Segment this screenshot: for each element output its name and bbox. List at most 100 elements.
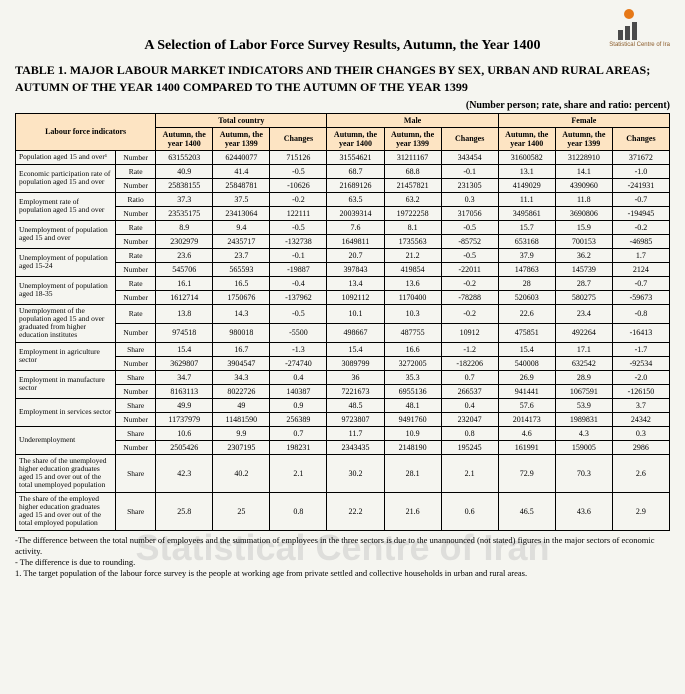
cell: 492264 xyxy=(555,323,612,342)
row-label: Unemployment of population aged 15-24 xyxy=(16,248,116,276)
cell: 198231 xyxy=(270,440,327,454)
cell: 11481590 xyxy=(213,412,270,426)
cell: 63155203 xyxy=(156,150,213,164)
cell: -0.2 xyxy=(441,304,498,323)
cell: 17.1 xyxy=(555,342,612,356)
footnote: -The difference between the total number… xyxy=(15,535,670,557)
cell: 11.7 xyxy=(327,426,384,440)
cell: 22.2 xyxy=(327,492,384,530)
cell: 11737979 xyxy=(156,412,213,426)
cell: 16.6 xyxy=(384,342,441,356)
cell: 24342 xyxy=(612,412,669,426)
row-label: Population aged 15 and over¹ xyxy=(16,150,116,164)
cell: -1.0 xyxy=(612,164,669,178)
cell: 487755 xyxy=(384,323,441,342)
cell: 26.9 xyxy=(498,370,555,384)
cell: 266537 xyxy=(441,384,498,398)
cell: 13.8 xyxy=(156,304,213,323)
cell: 3904547 xyxy=(213,356,270,370)
row-type: Share xyxy=(116,454,156,492)
cell: 23.7 xyxy=(213,248,270,262)
head-col: Autumn, the year 1400 xyxy=(498,127,555,150)
cell: 22.6 xyxy=(498,304,555,323)
cell: 57.6 xyxy=(498,398,555,412)
cell: 21.6 xyxy=(384,492,441,530)
cell: -0.7 xyxy=(612,192,669,206)
cell: 37.9 xyxy=(498,248,555,262)
cell: 2307195 xyxy=(213,440,270,454)
cell: 28.9 xyxy=(555,370,612,384)
cell: 68.8 xyxy=(384,164,441,178)
table-row: The share of the unemployed higher educa… xyxy=(16,454,670,492)
cell: 36.2 xyxy=(555,248,612,262)
cell: 1735563 xyxy=(384,234,441,248)
cell: 9723807 xyxy=(327,412,384,426)
cell: 540008 xyxy=(498,356,555,370)
cell: 565593 xyxy=(213,262,270,276)
cell: 9.9 xyxy=(213,426,270,440)
cell: 2.1 xyxy=(270,454,327,492)
table-row: UnderemploymentShare10.69.90.711.710.90.… xyxy=(16,426,670,440)
cell: -0.1 xyxy=(270,248,327,262)
row-type: Rate xyxy=(116,248,156,262)
head-col: Autumn, the year 1400 xyxy=(327,127,384,150)
cell: 397843 xyxy=(327,262,384,276)
cell: -0.2 xyxy=(270,192,327,206)
cell: 195245 xyxy=(441,440,498,454)
cell: 13.4 xyxy=(327,276,384,290)
cell: 23535175 xyxy=(156,206,213,220)
cell: -126150 xyxy=(612,384,669,398)
row-label: Employment in agriculture sector xyxy=(16,342,116,370)
cell: 41.4 xyxy=(213,164,270,178)
cell: 10.1 xyxy=(327,304,384,323)
cell: 23.6 xyxy=(156,248,213,262)
cell: 34.3 xyxy=(213,370,270,384)
cell: -194945 xyxy=(612,206,669,220)
cell: -10626 xyxy=(270,178,327,192)
table-row: Unemployment of the population aged 15 a… xyxy=(16,304,670,323)
cell: -0.5 xyxy=(441,220,498,234)
cell: 19722258 xyxy=(384,206,441,220)
cell: -16413 xyxy=(612,323,669,342)
cell: 8.9 xyxy=(156,220,213,234)
cell: -92534 xyxy=(612,356,669,370)
row-label: Employment rate of population aged 15 an… xyxy=(16,192,116,220)
cell: 4390960 xyxy=(555,178,612,192)
cell: 25848781 xyxy=(213,178,270,192)
cell: 231305 xyxy=(441,178,498,192)
row-label: The share of the unemployed higher educa… xyxy=(16,454,116,492)
cell: 16.1 xyxy=(156,276,213,290)
cell: 161991 xyxy=(498,440,555,454)
cell: 145739 xyxy=(555,262,612,276)
cell: 3690806 xyxy=(555,206,612,220)
head-group-female: Female xyxy=(498,113,669,127)
head-indicators: Labour force indicators xyxy=(16,113,156,150)
row-label: Underemployment xyxy=(16,426,116,454)
row-label: Unemployment of population aged 15 and o… xyxy=(16,220,116,248)
cell: 0.6 xyxy=(441,492,498,530)
cell: 2124 xyxy=(612,262,669,276)
cell: 62440077 xyxy=(213,150,270,164)
cell: 31228910 xyxy=(555,150,612,164)
row-type: Rate xyxy=(116,304,156,323)
head-group-male: Male xyxy=(327,113,498,127)
cell: -241931 xyxy=(612,178,669,192)
cell: 0.8 xyxy=(441,426,498,440)
cell: 2986 xyxy=(612,440,669,454)
cell: 14.1 xyxy=(555,164,612,178)
row-type: Number xyxy=(116,412,156,426)
cell: -137962 xyxy=(270,290,327,304)
cell: 941441 xyxy=(498,384,555,398)
cell: -2.0 xyxy=(612,370,669,384)
row-type: Share xyxy=(116,398,156,412)
cell: 21689126 xyxy=(327,178,384,192)
table-row: Population aged 15 and over¹Number631552… xyxy=(16,150,670,164)
cell: 475851 xyxy=(498,323,555,342)
cell: -46985 xyxy=(612,234,669,248)
cell: 36 xyxy=(327,370,384,384)
cell: 2.9 xyxy=(612,492,669,530)
cell: 317056 xyxy=(441,206,498,220)
cell: 25838155 xyxy=(156,178,213,192)
cell: 2435717 xyxy=(213,234,270,248)
cell: 1170400 xyxy=(384,290,441,304)
